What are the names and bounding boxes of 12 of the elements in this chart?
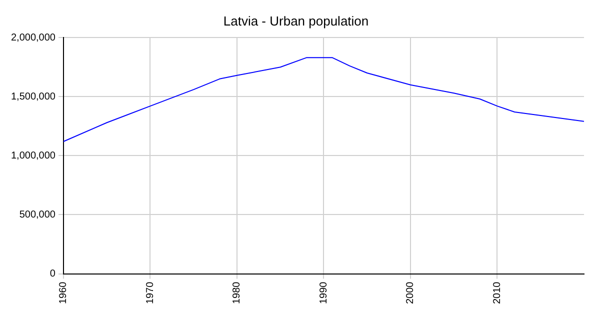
- y-tick-label: 1,000,000: [10, 150, 56, 162]
- y-tick-label: 1,500,000: [10, 91, 56, 102]
- x-tick-label: 2010: [492, 281, 503, 304]
- x-tick-label: 1980: [232, 281, 243, 304]
- y-tick-label: 0: [50, 268, 56, 280]
- x-tick-label: 1970: [144, 281, 156, 304]
- x-tick-label: 2000: [405, 281, 416, 304]
- y-tick-label: 500,000: [19, 209, 56, 220]
- y-tick-label: 2,000,000: [10, 32, 56, 44]
- chart-title: Latvia - Urban population: [223, 13, 369, 28]
- x-tick-label: 1990: [318, 281, 330, 304]
- x-tick-label: 1960: [58, 281, 70, 304]
